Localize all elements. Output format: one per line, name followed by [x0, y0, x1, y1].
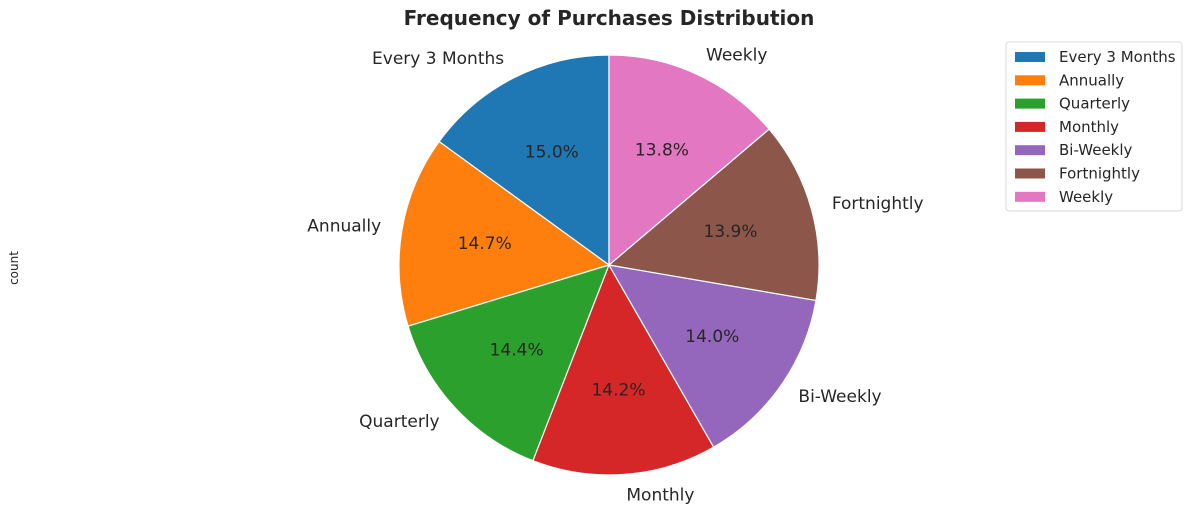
slice-label-bi-weekly: Bi-Weekly: [798, 387, 881, 407]
legend-label-annually: Annually: [1059, 71, 1124, 89]
legend: Every 3 Months Annually Quarterly Monthly Bi…: [1005, 41, 1183, 212]
labels-layer: 15.0% Every 3 Months 14.7% Annually 14.4% Qua…: [307, 45, 923, 505]
legend-label-every-3-months: Every 3 Months: [1059, 48, 1176, 66]
pie-slice-quarterly: [407, 264, 611, 462]
pct-label-every-3-months: 15.0%: [525, 143, 579, 163]
slice-label-weekly: Weekly: [706, 45, 767, 65]
slice-label-every-3-months: Every 3 Months: [372, 49, 504, 69]
legend-swatch-weekly: [1015, 191, 1045, 202]
legend-swatch-quarterly: [1015, 98, 1045, 109]
legend-label-fortnightly: Fortnightly: [1059, 165, 1140, 183]
y-axis-label: count: [7, 251, 21, 285]
legend-swatch-annually: [1015, 75, 1045, 86]
pct-label-monthly: 14.2%: [591, 381, 645, 401]
legend-items: Every 3 Months Annually Quarterly Monthly Bi…: [1015, 48, 1176, 206]
legend-swatch-every-3-months: [1015, 52, 1045, 62]
pie-slice-annually: [398, 140, 611, 327]
slice-label-fortnightly: Fortnightly: [832, 194, 924, 214]
pct-label-annually: 14.7%: [458, 234, 512, 254]
chart-title: Frequency of Purchases Distribution: [404, 6, 815, 30]
pct-label-weekly: 13.8%: [635, 141, 689, 161]
slice-label-quarterly: Quarterly: [359, 412, 439, 432]
pct-label-fortnightly: 13.9%: [704, 222, 758, 242]
pie-slice-monthly: [532, 263, 715, 476]
pie-slice-weekly: [608, 54, 770, 267]
legend-label-quarterly: Quarterly: [1059, 95, 1130, 113]
legend-swatch-monthly: [1015, 121, 1045, 132]
pie-slice-fortnightly: [607, 128, 820, 302]
slice-label-monthly: Monthly: [626, 485, 694, 505]
slice-label-annually: Annually: [307, 217, 381, 237]
legend-frame: [1005, 41, 1183, 212]
pct-label-quarterly: 14.4%: [490, 341, 544, 361]
legend-label-weekly: Weekly: [1059, 188, 1113, 206]
legend-swatch-fortnightly: [1015, 168, 1045, 179]
pct-label-bi-weekly: 14.0%: [685, 327, 739, 347]
legend-label-monthly: Monthly: [1059, 118, 1119, 136]
legend-label-bi-weekly: Bi-Weekly: [1059, 141, 1133, 159]
legend-swatch-bi-weekly: [1015, 145, 1045, 156]
slices-layer: [398, 54, 820, 476]
pie-slice-bi-weekly: [607, 264, 817, 448]
pie-slice-every-3-months: [438, 54, 610, 267]
